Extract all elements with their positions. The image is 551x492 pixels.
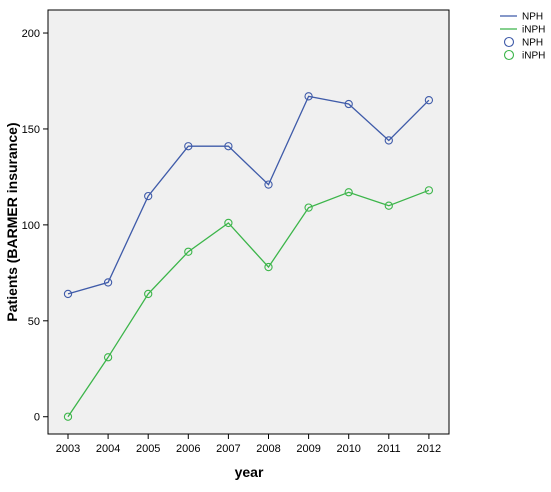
- x-tick-label: 2010: [336, 443, 360, 455]
- x-tick-label: 2004: [96, 443, 120, 455]
- y-tick-label: 200: [22, 28, 40, 40]
- x-tick-label: 2012: [417, 443, 441, 455]
- y-tick-label: 100: [22, 220, 40, 232]
- x-tick-label: 2005: [136, 443, 160, 455]
- x-axis-title: year: [235, 464, 264, 480]
- legend-label: iNPH: [522, 25, 545, 36]
- data-point-nph: [304, 92, 313, 101]
- data-point-nph: [184, 142, 193, 151]
- data-point-inph: [424, 186, 434, 195]
- data-point-inph: [144, 289, 153, 299]
- y-axis-title: Patients (BARMER insurance): [4, 122, 20, 321]
- plot-area: [47, 9, 450, 435]
- y-tick-label: 150: [22, 124, 40, 136]
- x-tick-label: 2011: [377, 443, 401, 455]
- x-tick-label: 2009: [296, 443, 320, 455]
- series-layer: [63, 92, 434, 421]
- data-point-inph: [103, 353, 113, 362]
- legend: NPH iNPH NPH iNPH: [500, 12, 545, 62]
- data-point-inph: [184, 247, 193, 256]
- y-axis: 0 50 100 150 200: [22, 28, 48, 424]
- data-point-inph: [304, 203, 313, 212]
- y-tick-label: 50: [28, 316, 40, 328]
- data-point-inph: [224, 218, 233, 228]
- series-line-nph: [67, 95, 430, 295]
- x-tick-label: 2006: [176, 443, 200, 455]
- data-point-nph: [264, 180, 273, 189]
- x-axis: 2003 2004 2005 2006 2007 2008 2009 2010 2011 2012: [56, 434, 441, 455]
- series-line-inph: [67, 189, 430, 418]
- legend-marker-nph: [503, 36, 515, 48]
- y-tick-label: 0: [34, 412, 40, 424]
- x-tick-label: 2008: [256, 443, 280, 455]
- data-point-nph: [63, 289, 73, 299]
- x-tick-label: 2007: [216, 443, 240, 455]
- data-point-nph: [384, 136, 393, 145]
- legend-label: iNPH: [522, 51, 545, 62]
- data-point-nph: [103, 278, 113, 287]
- data-point-inph: [344, 188, 353, 197]
- data-point-nph: [144, 191, 153, 201]
- data-point-inph: [63, 412, 73, 421]
- legend-marker-inph: [503, 49, 515, 61]
- legend-label: NPH: [522, 12, 543, 23]
- data-point-nph: [424, 96, 434, 105]
- data-point-inph: [384, 201, 393, 210]
- data-point-nph: [344, 99, 353, 109]
- legend-label: NPH: [522, 38, 543, 49]
- x-tick-label: 2003: [56, 443, 80, 455]
- data-point-nph: [224, 142, 233, 151]
- data-point-inph: [264, 262, 273, 272]
